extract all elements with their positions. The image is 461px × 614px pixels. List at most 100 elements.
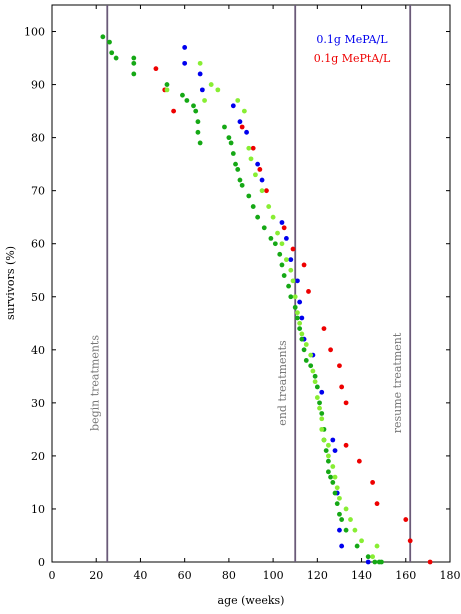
data-point bbox=[295, 315, 300, 321]
x-tick-label: 140 bbox=[351, 569, 372, 582]
data-point bbox=[310, 368, 316, 374]
data-point bbox=[365, 559, 371, 565]
data-point bbox=[131, 60, 137, 66]
data-point bbox=[197, 71, 203, 77]
data-point bbox=[226, 135, 232, 141]
x-tick-label: 180 bbox=[440, 569, 461, 582]
data-point bbox=[325, 469, 331, 475]
data-point bbox=[328, 347, 333, 353]
y-tick-label: 0 bbox=[38, 556, 45, 569]
data-point bbox=[306, 289, 311, 294]
data-point bbox=[325, 458, 331, 464]
data-point bbox=[317, 400, 322, 406]
data-point bbox=[312, 373, 318, 379]
treatment-label: begin treatments bbox=[88, 335, 101, 431]
data-point bbox=[259, 177, 265, 183]
y-tick-label: 40 bbox=[31, 344, 45, 357]
data-point bbox=[283, 257, 289, 263]
x-axis-label: age (weeks) bbox=[218, 594, 285, 607]
data-point bbox=[337, 527, 342, 533]
data-point bbox=[235, 167, 241, 172]
y-tick-label: 30 bbox=[31, 397, 45, 410]
x-tick-label: 100 bbox=[263, 569, 284, 582]
data-point bbox=[297, 299, 303, 305]
data-point bbox=[288, 257, 294, 263]
data-point bbox=[199, 87, 205, 93]
data-point bbox=[244, 129, 249, 135]
treatment-label: end treatments bbox=[276, 340, 289, 426]
data-point bbox=[279, 262, 285, 268]
data-point bbox=[323, 448, 329, 453]
data-point bbox=[352, 527, 358, 533]
data-point bbox=[407, 538, 413, 544]
data-point bbox=[348, 517, 353, 522]
x-tick-label: 20 bbox=[89, 569, 103, 582]
y-tick-label: 60 bbox=[31, 238, 45, 251]
data-point bbox=[319, 416, 325, 422]
data-point bbox=[239, 124, 245, 130]
data-point bbox=[314, 384, 320, 390]
treatment-lines: begin treatments end treatments resume tre… bbox=[88, 5, 412, 562]
data-point bbox=[100, 34, 106, 40]
data-point bbox=[334, 485, 340, 491]
data-point bbox=[228, 140, 234, 146]
data-point bbox=[164, 87, 170, 93]
data-point bbox=[272, 241, 278, 247]
data-point bbox=[259, 188, 265, 194]
data-point bbox=[337, 511, 342, 517]
data-point bbox=[332, 474, 338, 480]
data-point bbox=[253, 172, 258, 178]
data-point bbox=[314, 395, 320, 400]
data-point bbox=[427, 559, 433, 565]
data-point bbox=[317, 405, 322, 411]
data-point bbox=[255, 214, 261, 220]
data-point bbox=[299, 331, 305, 337]
x-tick-label: 80 bbox=[222, 569, 236, 582]
data-point bbox=[246, 193, 252, 199]
data-point bbox=[319, 389, 325, 395]
data-point bbox=[270, 214, 276, 220]
data-point bbox=[107, 39, 112, 45]
y-tick-label: 10 bbox=[31, 503, 45, 516]
data-point bbox=[257, 167, 263, 172]
y-tick-label: 100 bbox=[24, 26, 45, 39]
data-point bbox=[354, 543, 360, 549]
data-point bbox=[233, 161, 238, 167]
data-point bbox=[195, 129, 201, 135]
data-point bbox=[283, 236, 289, 241]
y-tick-label: 90 bbox=[31, 79, 45, 92]
y-tick-label: 80 bbox=[31, 132, 45, 145]
data-point bbox=[215, 87, 221, 93]
data-point bbox=[230, 151, 236, 156]
data-point bbox=[222, 124, 227, 130]
data-point bbox=[292, 304, 298, 310]
data-point bbox=[153, 66, 159, 72]
data-point bbox=[131, 71, 137, 77]
data-point bbox=[343, 400, 349, 406]
data-point bbox=[334, 501, 340, 507]
data-point bbox=[325, 442, 331, 448]
data-point bbox=[182, 45, 188, 50]
data-point bbox=[319, 426, 325, 432]
data-point bbox=[308, 363, 314, 369]
data-point bbox=[281, 225, 287, 231]
y-tick-label: 70 bbox=[31, 185, 45, 198]
data-point bbox=[292, 294, 298, 300]
data-point bbox=[191, 103, 196, 109]
data-point bbox=[288, 267, 294, 273]
data-point bbox=[308, 352, 314, 358]
data-point bbox=[370, 480, 376, 485]
x-tick-label: 40 bbox=[133, 569, 147, 582]
data-point bbox=[255, 161, 261, 167]
data-point bbox=[337, 495, 342, 501]
x-tick-label: 120 bbox=[307, 569, 328, 582]
data-point bbox=[195, 119, 201, 125]
x-tick-label: 160 bbox=[395, 569, 416, 582]
data-point bbox=[239, 182, 245, 188]
data-point bbox=[268, 236, 274, 241]
data-point bbox=[286, 283, 291, 289]
data-point bbox=[171, 108, 177, 114]
data-point bbox=[356, 458, 362, 464]
data-point bbox=[295, 310, 300, 316]
data-point bbox=[288, 294, 294, 300]
